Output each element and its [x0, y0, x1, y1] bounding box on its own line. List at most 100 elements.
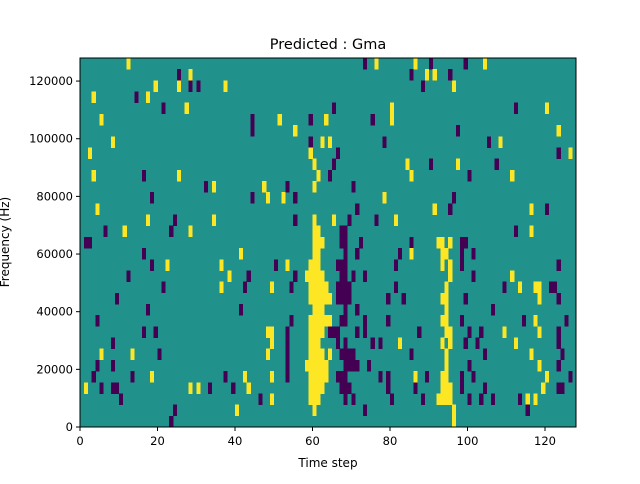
heatmap-cell-low: [95, 359, 100, 372]
heatmap-cell-low: [293, 214, 298, 227]
heatmap-cell-high: [277, 113, 282, 126]
heatmap-cell-low: [556, 259, 561, 271]
heatmap-cell-high: [312, 382, 317, 394]
heatmap-cell-low: [242, 281, 247, 294]
heatmap-cell-high: [312, 404, 317, 417]
heatmap-cell-high: [529, 203, 534, 215]
heatmap-cell-low: [343, 248, 348, 260]
heatmap-cell-high: [328, 315, 333, 327]
heatmap-cell-low: [409, 69, 414, 81]
heatmap-cell-low: [514, 102, 519, 115]
heatmap-cell-low: [246, 270, 251, 282]
heatmap-cell-low: [99, 382, 104, 394]
heatmap-cell-low: [114, 292, 120, 305]
heatmap-cell-high: [149, 371, 154, 383]
heatmap-cell-low: [560, 382, 565, 394]
heatmap-cell-high: [308, 259, 313, 271]
heatmap-cell-high: [316, 259, 321, 271]
heatmap-cell-low: [428, 158, 433, 171]
heatmap-cell-high: [328, 292, 333, 305]
heatmap-cell-high: [502, 326, 507, 338]
heatmap-cell-low: [463, 58, 468, 70]
heatmap-cell-low: [401, 292, 406, 305]
heatmap-cell-high: [320, 359, 325, 372]
x-tick-label: 40: [228, 434, 243, 448]
heatmap-cell-high: [312, 248, 317, 260]
heatmap-cell-low: [293, 192, 298, 204]
heatmap-cell-low: [335, 371, 340, 383]
heatmap-cell-high: [455, 158, 461, 171]
heatmap-cell-low: [521, 315, 526, 327]
heatmap-cell-high: [269, 371, 275, 383]
heatmap-cell-high: [269, 281, 275, 294]
heatmap-cell-high: [324, 359, 329, 372]
heatmap-cell-low: [343, 236, 348, 249]
heatmap-cell-high: [145, 91, 151, 104]
heatmap-cell-high: [533, 393, 538, 405]
y-axis-label: Frequency (Hz): [0, 197, 12, 288]
heatmap-cell-low: [285, 348, 290, 361]
heatmap-cell-high: [312, 270, 317, 282]
heatmap-cell-low: [142, 326, 147, 338]
heatmap-cell-high: [510, 270, 515, 282]
chart-title: Predicted : Gma: [270, 37, 386, 53]
heatmap-cell-high: [374, 58, 379, 70]
heatmap-cell-high: [533, 281, 538, 294]
heatmap-cell-high: [293, 125, 298, 137]
heatmap-cell-low: [362, 315, 368, 327]
heatmap-cell-low: [339, 315, 344, 327]
heatmap-cell-high: [529, 348, 534, 361]
heatmap-cell-low: [347, 348, 352, 361]
heatmap-cell-low: [351, 359, 356, 372]
heatmap-cell-high: [95, 203, 100, 215]
heatmap-cell-low: [347, 382, 352, 394]
heatmap-cell-high: [320, 315, 325, 327]
heatmap-cell-low: [308, 136, 313, 148]
heatmap-cell-low: [471, 371, 476, 383]
heatmap-cell-low: [161, 281, 166, 294]
heatmap-cell-low: [250, 192, 255, 204]
heatmap-cell-low: [335, 147, 340, 159]
y-axis-ticks: 0 20000 40000 60000 80000 100000 120000: [29, 74, 80, 434]
heatmap-cell-low: [111, 337, 116, 350]
heatmap-cell-high: [444, 248, 449, 260]
heatmap-cell-high: [405, 158, 410, 171]
heatmap-cell-high: [320, 236, 325, 249]
heatmap-cell-high: [211, 181, 216, 193]
heatmap-cell-high: [413, 371, 418, 383]
heatmap-cell-high: [246, 382, 251, 394]
heatmap-cell-high: [320, 371, 325, 383]
heatmap-cell-high: [444, 304, 449, 316]
heatmap-cell-high: [304, 359, 309, 372]
heatmap-cell-low: [467, 169, 472, 182]
heatmap-cell-low: [176, 69, 182, 81]
heatmap-cell-low: [483, 348, 488, 361]
heatmap-cell-high: [324, 315, 329, 327]
heatmap-cell-low: [204, 181, 209, 193]
heatmap-cell-high: [269, 393, 275, 405]
heatmap-cell-low: [111, 359, 116, 372]
heatmap-cell-low: [514, 225, 519, 238]
heatmap-cell-high: [266, 192, 271, 204]
heatmap-cell-high: [452, 415, 457, 428]
heatmap-cell-high: [320, 136, 325, 148]
heatmap-cell-high: [308, 147, 313, 159]
heatmap-cell-high: [316, 359, 321, 372]
heatmap-cell-low: [289, 315, 294, 327]
heatmap-cell-low: [223, 371, 228, 383]
heatmap-cell-high: [316, 281, 321, 294]
heatmap-cell-high: [312, 292, 317, 305]
heatmap-cell-high: [514, 337, 519, 350]
heatmap-cell-low: [556, 359, 561, 372]
heatmap-cell-high: [444, 393, 449, 405]
heatmap-cell-high: [285, 259, 290, 271]
heatmap-cell-low: [490, 304, 495, 316]
heatmap-cell-high: [316, 270, 321, 282]
heatmap-cell-high: [448, 326, 453, 338]
heatmap-cell-high: [87, 147, 92, 159]
heatmap-cell-high: [397, 337, 402, 350]
heatmap-cell-high: [308, 371, 313, 383]
heatmap-cell-low: [409, 236, 414, 249]
heatmap-cell-high: [316, 371, 321, 383]
heatmap-cell-high: [266, 326, 271, 338]
